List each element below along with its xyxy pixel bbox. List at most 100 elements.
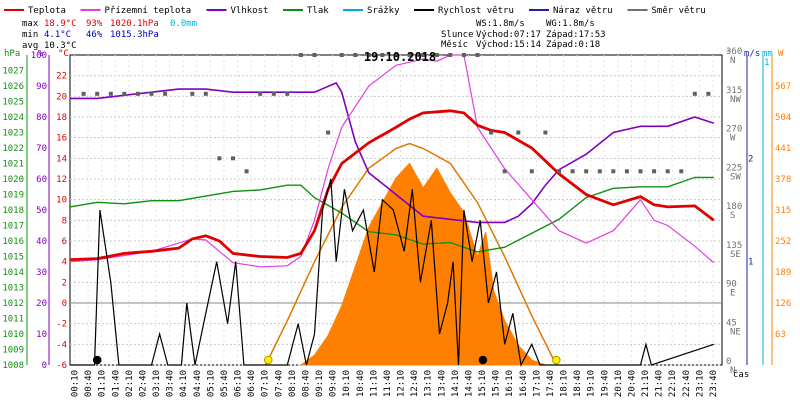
press-tick-label: 1017 bbox=[2, 222, 24, 232]
time-tick-label: 16:10 bbox=[505, 370, 515, 397]
press-tick-label: 1023 bbox=[2, 129, 24, 139]
wind-dir-point bbox=[652, 169, 657, 174]
temp-tick-label: 10 bbox=[56, 196, 67, 206]
stats-min-press: 1015.3hPa bbox=[110, 30, 159, 40]
hum-tick-label: 100 bbox=[31, 51, 47, 61]
dir-tick-label: S bbox=[730, 211, 735, 221]
time-tick-label: 04:40 bbox=[193, 370, 203, 397]
time-tick-label: 03:10 bbox=[152, 370, 162, 397]
time-tick-label: 01:40 bbox=[111, 370, 121, 397]
time-tick-label: 21:10 bbox=[641, 370, 651, 397]
press-tick-label: 1010 bbox=[2, 330, 24, 340]
wind-dir-point bbox=[380, 53, 385, 57]
hum-tick-label: 40 bbox=[36, 237, 47, 247]
time-tick-label: 20:40 bbox=[627, 370, 637, 397]
time-tick-label: 06:40 bbox=[247, 370, 257, 397]
time-tick-label: 15:40 bbox=[492, 370, 502, 397]
time-tick-label: 23:40 bbox=[709, 370, 719, 397]
stats-max-press: 1020.1hPa bbox=[110, 19, 159, 29]
time-tick-label: 11:10 bbox=[369, 370, 379, 397]
stats-max-temp: 18.9°C bbox=[44, 19, 77, 29]
hum-tick-label: 90 bbox=[36, 82, 47, 92]
dir-tick-label: N bbox=[730, 56, 735, 66]
dir-tick-value: 180 bbox=[726, 202, 742, 212]
wind-dir-point bbox=[624, 169, 629, 174]
dir-tick-value: 225 bbox=[726, 163, 742, 173]
solar-tick-label: 504 bbox=[775, 113, 791, 123]
dir-tick-label: SE bbox=[730, 250, 741, 260]
press-tick-label: 1018 bbox=[2, 206, 24, 216]
wind-dir-point bbox=[149, 91, 154, 96]
wind-dir-point bbox=[258, 91, 263, 96]
dir-tick-label: NW bbox=[730, 95, 741, 105]
stats-moon-label: Měsíc bbox=[441, 40, 468, 50]
dir-tick-value: 270 bbox=[726, 125, 742, 135]
temp-tick-label: 16 bbox=[56, 134, 67, 144]
stats-ws: WS:1.8m/s bbox=[476, 19, 525, 29]
hum-tick-label: 10 bbox=[36, 330, 47, 340]
wind-dir-point bbox=[244, 169, 249, 174]
press-tick-label: 1021 bbox=[2, 160, 24, 170]
rain-unit: mm bbox=[762, 49, 773, 59]
time-tick-label: 13:10 bbox=[424, 370, 434, 397]
series-wind-speed bbox=[70, 178, 714, 367]
time-tick-label: 17:10 bbox=[532, 370, 542, 397]
legend-label: Náraz větru bbox=[553, 6, 613, 16]
press-tick-label: 1012 bbox=[2, 299, 24, 309]
chart-title: 19.10.2018 bbox=[364, 50, 436, 64]
axes-layer: 1008100910101011101210131014101510161017… bbox=[2, 47, 791, 397]
time-tick-label: 04:10 bbox=[179, 370, 189, 397]
solar-tick-label: 63 bbox=[775, 330, 786, 340]
time-tick-label: 18:40 bbox=[573, 370, 583, 397]
time-tick-label: 02:10 bbox=[125, 370, 135, 397]
wind-dir-point bbox=[203, 91, 208, 96]
time-tick-label: 00:10 bbox=[71, 370, 81, 397]
wind-dir-point bbox=[298, 53, 303, 57]
axis-units: hPa % °C ° m/s mm W čas bbox=[4, 49, 784, 380]
wind-dir-point bbox=[597, 169, 602, 174]
wind-dir-point bbox=[217, 156, 222, 161]
stats-min-temp: 4.1°C bbox=[44, 30, 71, 40]
time-tick-label: 18:10 bbox=[560, 370, 570, 397]
moonrise-marker bbox=[478, 355, 488, 365]
press-tick-label: 1019 bbox=[2, 191, 24, 201]
wind-dir-point bbox=[163, 91, 168, 96]
solar-tick-label: 126 bbox=[775, 299, 791, 309]
hum-tick-label: 0 bbox=[42, 361, 47, 371]
stats-sun-label: Slunce bbox=[441, 30, 474, 40]
wind-dir-point bbox=[706, 91, 711, 96]
hum-tick-label: 70 bbox=[36, 144, 47, 154]
stats-max-hum: 93% bbox=[86, 19, 103, 29]
hum-tick-label: 20 bbox=[36, 299, 47, 309]
dir-tick-value: 315 bbox=[726, 86, 742, 96]
stats-block: max 18.9°C 93% 1020.1hPa 0.0mm min 4.1°C… bbox=[22, 19, 606, 51]
wind-dir-point bbox=[366, 53, 371, 57]
wind-tick-label: 1 bbox=[748, 258, 753, 268]
wind-dir-point bbox=[326, 130, 331, 135]
wind-dir-point bbox=[271, 91, 276, 96]
press-tick-label: 1025 bbox=[2, 98, 24, 108]
hum-tick-label: 80 bbox=[36, 113, 47, 123]
time-tick-label: 15:10 bbox=[478, 370, 488, 397]
wind-dir-point bbox=[502, 169, 507, 174]
press-unit: hPa bbox=[4, 49, 20, 59]
dir-tick-value: 45 bbox=[726, 318, 737, 328]
time-tick-label: 05:40 bbox=[220, 370, 230, 397]
wind-dir-point bbox=[529, 169, 534, 174]
sun-unit: W bbox=[778, 49, 784, 59]
wind-dir-point bbox=[421, 53, 426, 57]
legend-label: Směr větru bbox=[652, 6, 706, 16]
wind-unit: m/s bbox=[744, 49, 760, 59]
wind-dir-point bbox=[434, 53, 439, 57]
series-layer bbox=[69, 53, 715, 367]
time-tick-label: 08:40 bbox=[301, 370, 311, 397]
time-tick-label: 03:40 bbox=[166, 370, 176, 397]
temp-tick-label: 2 bbox=[62, 278, 67, 288]
wind-dir-point bbox=[95, 91, 100, 96]
wind-dir-point bbox=[122, 91, 127, 96]
time-tick-label: 12:40 bbox=[410, 370, 420, 397]
dir-tick-label: SW bbox=[730, 172, 741, 182]
hum-tick-label: 60 bbox=[36, 175, 47, 185]
wind-dir-point bbox=[231, 156, 235, 161]
